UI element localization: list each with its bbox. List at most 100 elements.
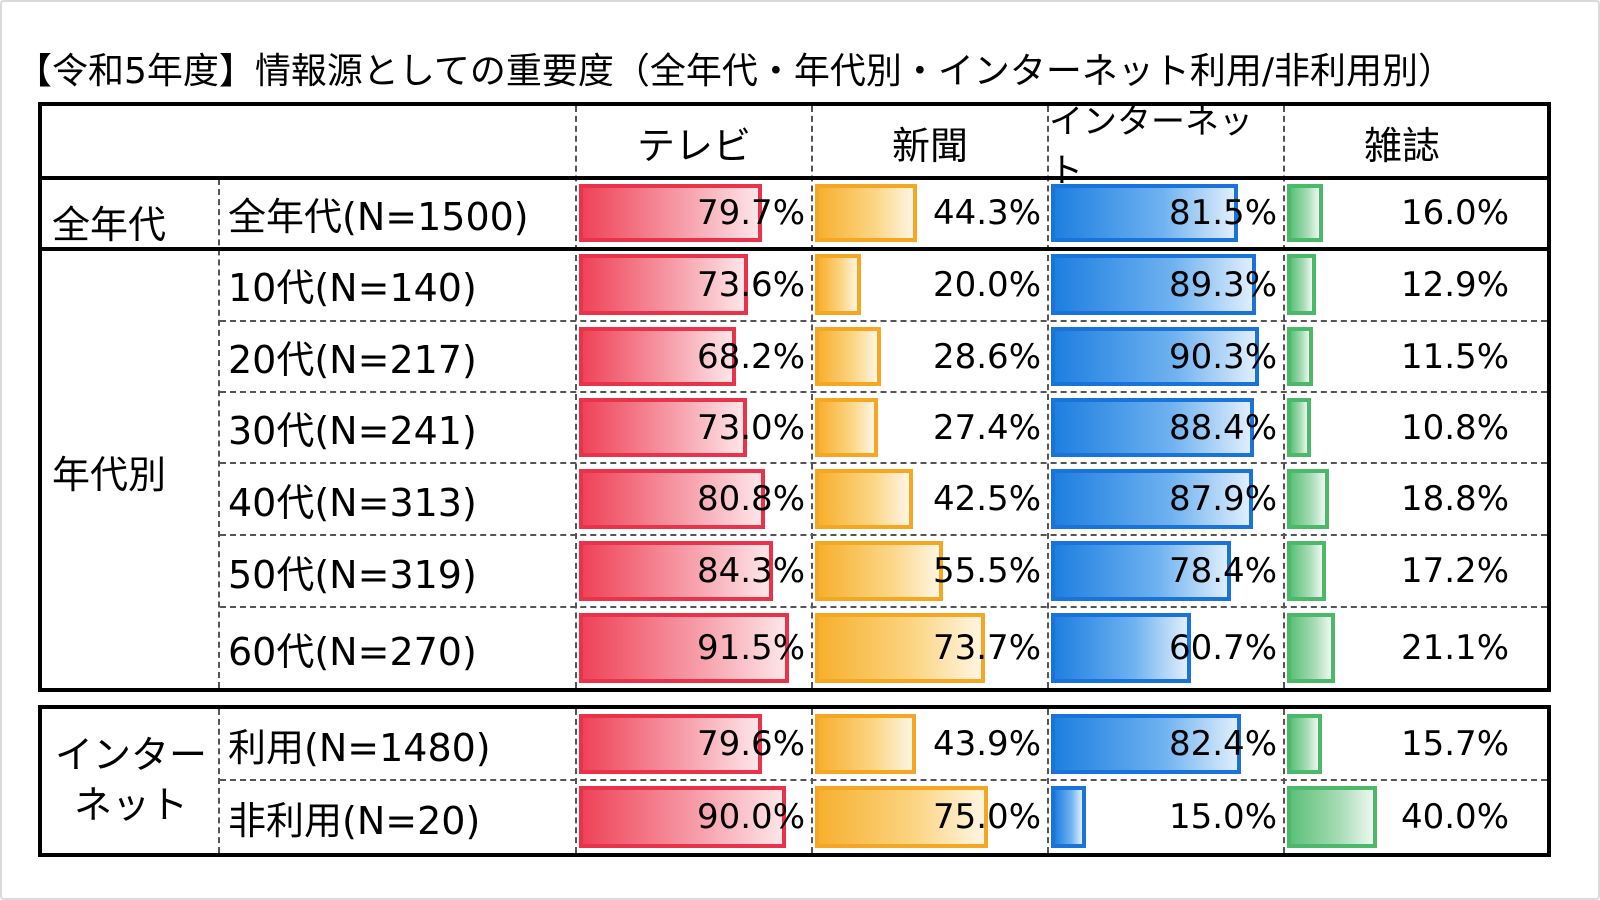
row-label-50s: 50代(N=319) xyxy=(228,552,477,597)
value-np-50s: 55.5% xyxy=(932,551,1041,591)
chart-title: 【令和5年度】情報源としての重要度（全年代・年代別・インターネット利用/非利用別… xyxy=(16,51,1454,92)
value-mg-50s: 17.2% xyxy=(1400,551,1509,591)
bar-tv-50s xyxy=(579,541,773,601)
value-np-net-user: 43.9% xyxy=(932,724,1041,764)
value-tv-30s: 73.0% xyxy=(696,407,805,448)
value-tv-net-nonuser: 90.0% xyxy=(696,797,805,837)
bar-in-30s xyxy=(1051,398,1255,457)
row-label-all: 全年代(N=1500) xyxy=(228,194,529,239)
row-label-40s: 40代(N=313) xyxy=(228,480,477,525)
col-divider xyxy=(1283,709,1285,853)
group-label-net-1: インター xyxy=(54,733,207,777)
bar-np-net-user xyxy=(815,714,916,774)
bar-mg-10s xyxy=(1287,254,1317,315)
bar-tv-40s xyxy=(579,469,765,529)
value-tv-60s: 91.5% xyxy=(696,628,805,668)
bar-mg-40s xyxy=(1287,469,1330,529)
col-divider xyxy=(1047,709,1049,853)
bar-in-40s xyxy=(1051,469,1254,529)
bar-np-50s xyxy=(815,541,943,601)
row-label-net-user: 利用(N=1480) xyxy=(228,725,491,770)
group-label-net-2: ネット xyxy=(73,783,188,827)
bar-tv-60s xyxy=(579,613,790,683)
bar-mg-30s xyxy=(1287,398,1312,457)
value-in-50s: 78.4% xyxy=(1168,551,1277,591)
bar-in-50s xyxy=(1051,541,1232,601)
value-in-net-nonuser: 15.0% xyxy=(1168,797,1277,837)
value-np-30s: 27.4% xyxy=(932,407,1041,448)
value-tv-net-user: 79.6% xyxy=(696,724,805,764)
row-label-60s: 60代(N=270) xyxy=(228,629,477,674)
col-divider xyxy=(811,709,813,853)
value-np-10s: 20.0% xyxy=(932,264,1041,305)
value-np-all: 44.3% xyxy=(932,193,1041,233)
value-tv-all: 79.7% xyxy=(696,193,805,233)
value-in-30s: 88.4% xyxy=(1168,407,1277,448)
value-in-60s: 60.7% xyxy=(1168,628,1277,668)
row-divider xyxy=(220,534,1547,536)
group-divider xyxy=(42,247,1547,251)
header-tv: テレビ xyxy=(636,124,751,168)
value-np-net-nonuser: 75.0% xyxy=(932,797,1041,837)
bar-in-net-nonuser xyxy=(1051,786,1086,848)
col-divider xyxy=(575,709,577,853)
value-mg-net-user: 15.7% xyxy=(1400,724,1509,764)
value-in-20s: 90.3% xyxy=(1168,336,1277,377)
bar-in-all xyxy=(1051,184,1239,242)
value-mg-all: 16.0% xyxy=(1400,193,1509,233)
net-table: インター ネット 利用(N=1480) 79.6% 43.9% 82.4% 15.7% 非… xyxy=(38,705,1551,857)
bar-mg-60s xyxy=(1287,613,1335,683)
row-divider xyxy=(220,606,1547,608)
bar-mg-20s xyxy=(1287,327,1313,386)
bar-mg-all xyxy=(1287,184,1324,242)
bar-tv-10s xyxy=(579,254,749,315)
bar-tv-all xyxy=(579,184,763,242)
col-divider xyxy=(811,106,813,688)
row-label-20s: 20代(N=217) xyxy=(228,338,477,382)
bar-np-net-nonuser xyxy=(815,786,988,848)
bar-tv-net-nonuser xyxy=(579,786,786,848)
bar-in-20s xyxy=(1051,327,1259,386)
bar-mg-net-user xyxy=(1287,714,1323,774)
label-divider xyxy=(218,709,220,853)
row-divider xyxy=(220,320,1547,322)
value-tv-20s: 68.2% xyxy=(696,336,805,377)
bar-mg-net-nonuser xyxy=(1287,786,1378,848)
value-tv-50s: 84.3% xyxy=(696,551,805,591)
value-mg-30s: 10.8% xyxy=(1400,407,1509,448)
bar-mg-50s xyxy=(1287,541,1326,601)
bar-np-40s xyxy=(815,469,913,529)
value-tv-10s: 73.6% xyxy=(696,264,805,305)
value-in-10s: 89.3% xyxy=(1168,264,1277,305)
bar-in-60s xyxy=(1051,613,1191,683)
value-np-20s: 28.6% xyxy=(932,336,1041,377)
col-divider xyxy=(1047,106,1049,688)
bar-tv-net-user xyxy=(579,714,763,774)
value-mg-20s: 11.5% xyxy=(1400,336,1509,377)
bar-tv-30s xyxy=(579,398,747,457)
value-tv-40s: 80.8% xyxy=(696,479,805,519)
header-divider xyxy=(42,176,1547,180)
value-mg-10s: 12.9% xyxy=(1400,264,1509,305)
row-divider xyxy=(220,462,1547,464)
bar-in-10s xyxy=(1051,254,1257,315)
row-divider xyxy=(220,779,1547,781)
bar-np-30s xyxy=(815,398,879,457)
bar-np-all xyxy=(815,184,917,242)
row-label-net-nonuser: 非利用(N=20) xyxy=(228,798,481,843)
bar-np-20s xyxy=(815,327,881,386)
value-np-60s: 73.7% xyxy=(932,628,1041,668)
bar-np-10s xyxy=(815,254,861,315)
value-in-40s: 87.9% xyxy=(1168,479,1277,519)
row-label-10s: 10代(N=140) xyxy=(228,266,477,310)
value-in-all: 81.5% xyxy=(1168,193,1277,233)
value-mg-40s: 18.8% xyxy=(1400,479,1509,519)
label-divider xyxy=(218,179,220,688)
header-magazine: 雑誌 xyxy=(1363,124,1440,168)
bar-in-net-user xyxy=(1051,714,1241,774)
value-in-net-user: 82.4% xyxy=(1168,724,1277,764)
row-divider xyxy=(220,391,1547,393)
row-label-30s: 30代(N=241) xyxy=(228,409,477,453)
col-divider xyxy=(1283,106,1285,688)
